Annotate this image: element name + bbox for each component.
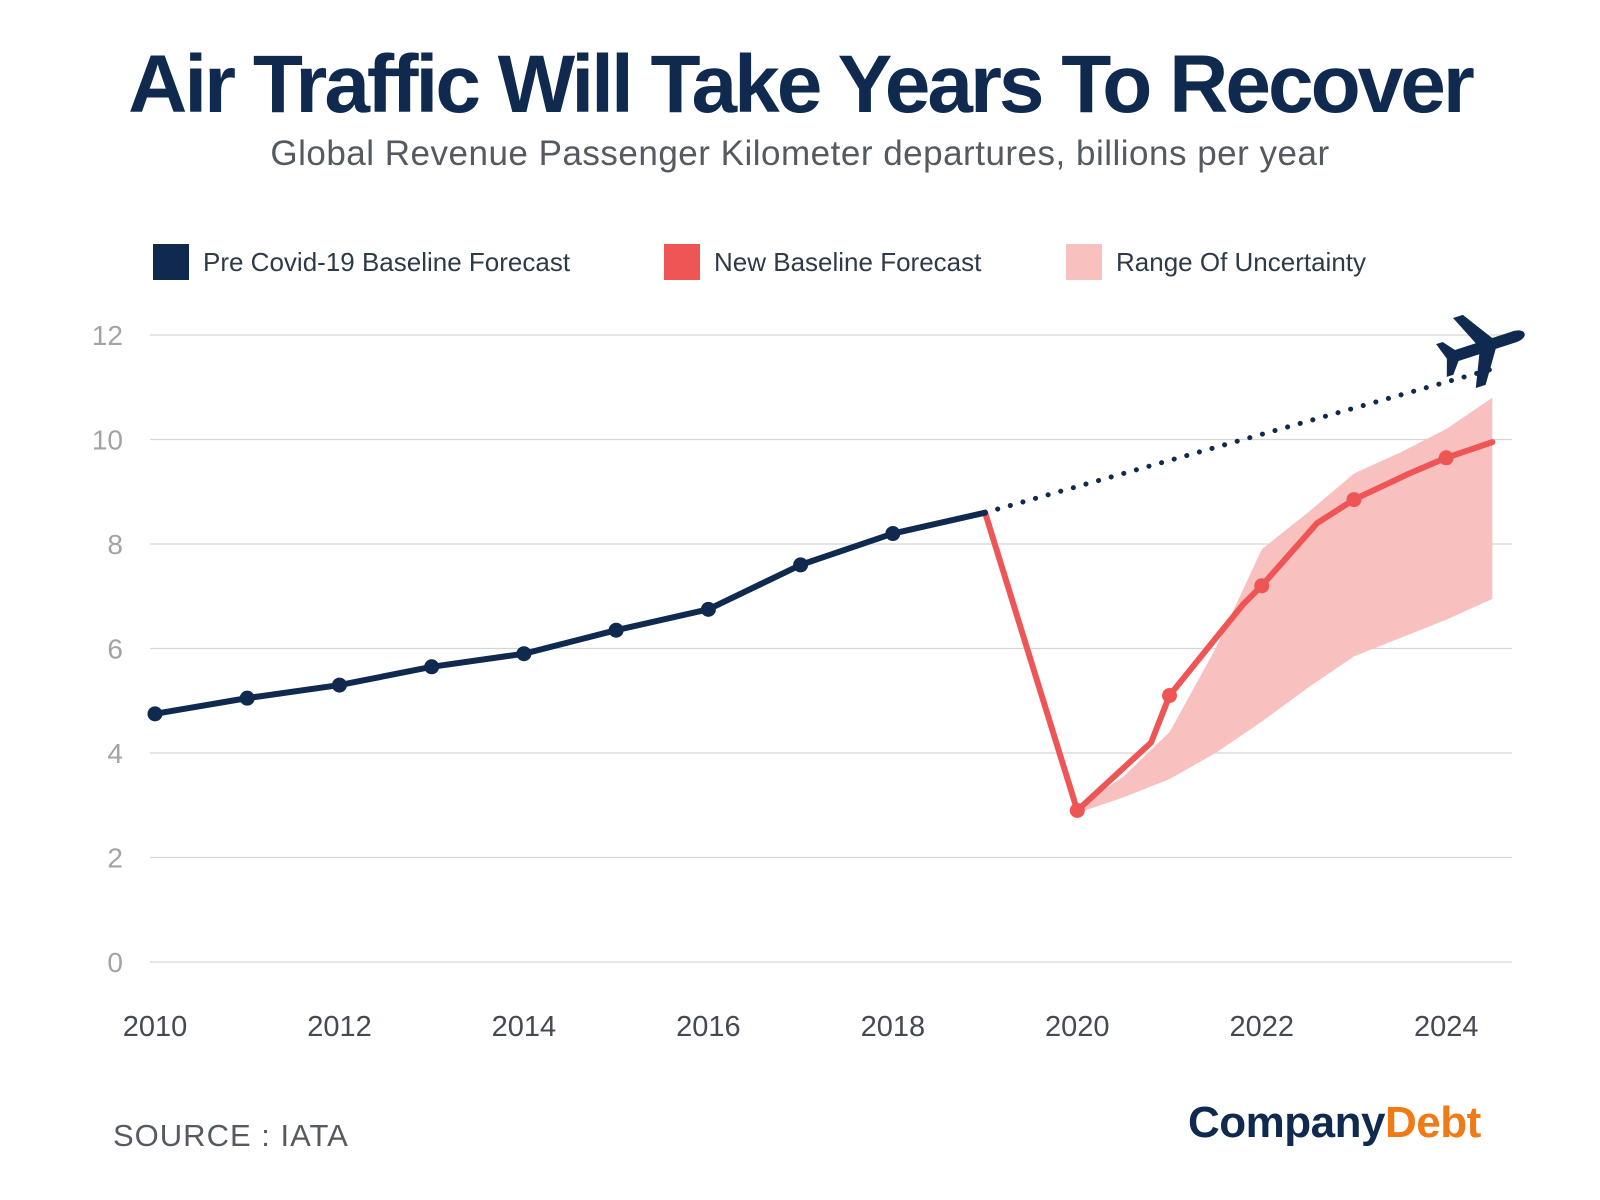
pre-covid-point-2014 bbox=[516, 646, 532, 662]
x-tick-label-2010: 2010 bbox=[123, 1011, 188, 1043]
x-tick-label-2024: 2024 bbox=[1414, 1011, 1479, 1043]
y-tick-label-4: 4 bbox=[107, 738, 123, 769]
uncertainty-band bbox=[1077, 397, 1493, 814]
y-tick-label-8: 8 bbox=[107, 529, 123, 560]
pre-covid-point-2010 bbox=[147, 706, 163, 722]
pre-covid-point-2016 bbox=[700, 601, 716, 617]
pre-covid-point-2012 bbox=[331, 677, 347, 693]
legend-swatch-new-baseline bbox=[664, 244, 700, 280]
source-note: SOURCE : IATA bbox=[113, 1118, 349, 1153]
x-tick-label-2018: 2018 bbox=[861, 1011, 926, 1043]
new-baseline-point-2023 bbox=[1346, 492, 1362, 508]
y-tick-label-12: 12 bbox=[92, 320, 123, 351]
y-tick-label-0: 0 bbox=[107, 947, 123, 978]
legend-swatch-pre-covid bbox=[153, 244, 189, 280]
pre-covid-point-2015 bbox=[608, 622, 624, 638]
pre-covid-projection-line bbox=[982, 363, 1505, 516]
x-tick-label-2020: 2020 bbox=[1045, 1011, 1110, 1043]
new-baseline-point-2020 bbox=[1069, 802, 1085, 818]
new-baseline-point-2021 bbox=[1162, 688, 1178, 704]
brand-logo-company: Company bbox=[1188, 1098, 1385, 1147]
pre-covid-point-2017 bbox=[793, 557, 809, 573]
legend-label-pre-covid: Pre Covid-19 Baseline Forecast bbox=[203, 246, 571, 277]
legend-item-uncertainty: Range Of Uncertainty bbox=[1066, 242, 1366, 282]
x-tick-label-2016: 2016 bbox=[676, 1011, 741, 1043]
airplane-icon bbox=[1436, 314, 1525, 389]
brand-logo-debt: Debt bbox=[1384, 1098, 1481, 1147]
chart-subtitle: Global Revenue Passenger Kilometer depar… bbox=[270, 134, 1330, 173]
marker-layer bbox=[147, 450, 1454, 818]
x-tick-label-2012: 2012 bbox=[307, 1011, 372, 1043]
legend-item-pre-covid: Pre Covid-19 Baseline Forecast bbox=[153, 242, 570, 282]
x-tick-label-2022: 2022 bbox=[1229, 1011, 1294, 1043]
pre-covid-point-2013 bbox=[424, 659, 440, 675]
y-tick-label-10: 10 bbox=[92, 425, 123, 456]
legend-swatch-uncertainty bbox=[1066, 244, 1102, 280]
y-tick-label-6: 6 bbox=[107, 634, 123, 665]
brand-logo: CompanyDebt bbox=[1188, 1098, 1481, 1148]
y-tick-label-2: 2 bbox=[107, 843, 123, 874]
new-baseline-point-2022 bbox=[1254, 578, 1270, 594]
pre-covid-point-2018 bbox=[885, 526, 901, 542]
legend-label-uncertainty: Range Of Uncertainty bbox=[1116, 246, 1367, 277]
uncertainty-band-layer bbox=[1077, 397, 1493, 814]
x-tick-label-2014: 2014 bbox=[492, 1011, 557, 1043]
pre-covid-line bbox=[152, 509, 989, 717]
legend-item-new-baseline: New Baseline Forecast bbox=[664, 242, 981, 282]
new-baseline-point-2024 bbox=[1438, 450, 1454, 466]
chart-title: Air Traffic Will Take Years To Recover bbox=[128, 39, 1475, 130]
pre-covid-point-2011 bbox=[239, 690, 255, 706]
tick-label-layer: 0 2 4 6 8 10 12 2010 2012 2014 2016 2018 2020 2022 202… bbox=[92, 320, 1479, 1043]
legend-label-new-baseline: New Baseline Forecast bbox=[714, 246, 982, 277]
